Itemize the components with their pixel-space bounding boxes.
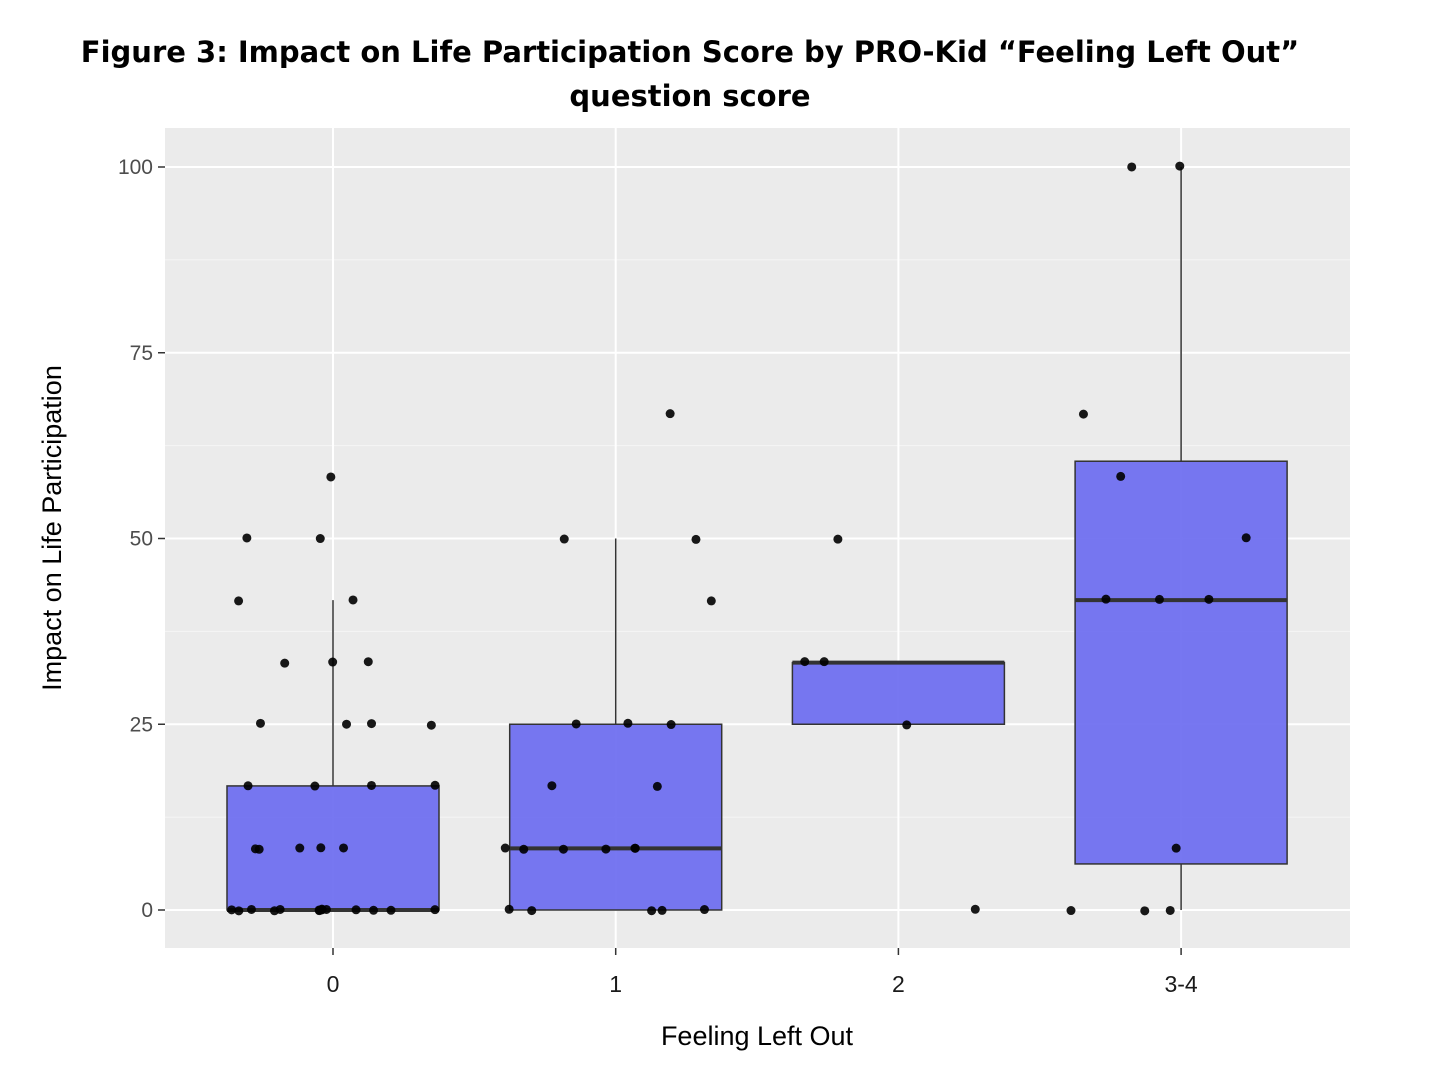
data-point	[1165, 905, 1175, 915]
data-point	[691, 534, 701, 544]
data-point	[280, 658, 290, 668]
x-tick-label: 0	[327, 971, 340, 997]
x-axis: 0 1 2 3-4	[327, 948, 1198, 997]
y-axis: 0 25 50 75 100	[118, 156, 165, 922]
data-point	[657, 905, 667, 915]
data-point	[1127, 162, 1137, 172]
data-point	[623, 718, 633, 728]
y-tick-label: 100	[118, 156, 153, 179]
data-point	[342, 719, 352, 729]
data-point	[902, 720, 912, 730]
y-tick-label: 50	[130, 528, 153, 551]
data-point	[255, 718, 265, 728]
data-point	[665, 409, 675, 419]
data-point	[547, 781, 557, 791]
data-point	[295, 843, 305, 853]
x-tick-label: 3-4	[1164, 971, 1197, 997]
data-point	[363, 657, 373, 667]
data-point	[559, 534, 569, 544]
data-point	[833, 534, 843, 544]
data-point	[699, 905, 709, 915]
data-point	[1204, 594, 1214, 604]
data-point	[558, 844, 568, 854]
data-point	[243, 781, 253, 791]
data-point	[666, 720, 676, 730]
data-point	[571, 719, 581, 729]
box-1	[508, 723, 723, 911]
data-point	[800, 657, 810, 667]
data-point	[630, 843, 640, 853]
data-point	[527, 906, 537, 916]
x-tick-label: 2	[892, 971, 905, 997]
data-point	[601, 844, 611, 854]
data-point	[351, 905, 361, 915]
data-point	[1116, 471, 1126, 481]
data-point	[500, 843, 510, 853]
data-point	[348, 595, 358, 605]
data-point	[430, 905, 440, 915]
data-point	[1154, 594, 1164, 604]
data-point	[326, 472, 336, 482]
data-point	[242, 533, 252, 543]
data-point	[1171, 843, 1181, 853]
data-point	[250, 844, 260, 854]
y-tick-label: 0	[141, 899, 153, 922]
data-point	[1175, 161, 1185, 171]
data-point	[328, 657, 338, 667]
data-point	[316, 843, 326, 853]
data-point	[369, 905, 379, 915]
data-point	[430, 780, 440, 790]
box-2	[791, 661, 1006, 725]
jitter-points	[227, 161, 1251, 916]
data-point	[227, 905, 237, 915]
data-point	[275, 904, 285, 914]
data-point	[652, 781, 662, 791]
y-tick-label: 75	[130, 342, 153, 365]
data-point	[706, 596, 716, 606]
data-point	[315, 534, 325, 544]
data-point	[366, 780, 376, 790]
data-point	[1101, 594, 1111, 604]
x-axis-title: Feeling Left Out	[661, 1021, 854, 1051]
data-point	[317, 905, 327, 915]
y-axis-title: Impact on Life Participation	[37, 365, 67, 691]
data-point	[426, 720, 436, 730]
data-point	[367, 719, 377, 729]
whiskers	[332, 167, 1182, 910]
data-point	[310, 781, 320, 791]
data-point	[1078, 409, 1088, 419]
box-3-4	[1074, 460, 1288, 865]
data-point	[519, 844, 529, 854]
data-point	[234, 906, 244, 916]
y-tick-label: 25	[130, 713, 153, 736]
data-point	[1140, 906, 1150, 916]
data-point	[647, 906, 657, 916]
data-point	[386, 905, 396, 915]
data-point	[234, 596, 244, 606]
boxes	[226, 460, 1288, 912]
data-point	[1241, 533, 1251, 543]
data-point	[970, 904, 980, 914]
figure-title: Figure 3: Impact on Life Participation S…	[80, 35, 1300, 113]
data-point	[1066, 906, 1076, 916]
x-tick-label: 1	[609, 971, 622, 997]
data-point	[339, 843, 349, 853]
data-point	[819, 657, 829, 667]
data-point	[246, 904, 256, 914]
data-point	[504, 904, 514, 914]
